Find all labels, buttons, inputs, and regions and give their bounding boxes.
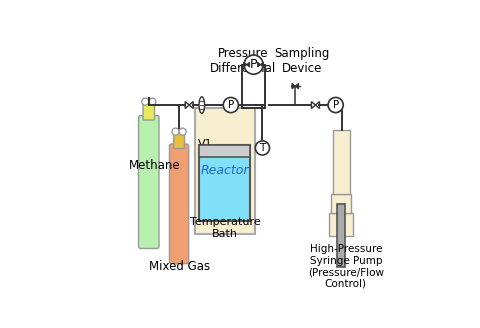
Polygon shape — [247, 62, 250, 67]
Circle shape — [255, 141, 269, 155]
Polygon shape — [292, 83, 295, 89]
Circle shape — [179, 128, 186, 135]
Text: P: P — [250, 58, 257, 71]
Bar — [332, 194, 351, 213]
Text: Temperature
Bath: Temperature Bath — [190, 217, 261, 239]
Bar — [336, 203, 345, 267]
Polygon shape — [258, 62, 260, 67]
Circle shape — [328, 97, 343, 113]
Circle shape — [142, 98, 149, 105]
Text: Methane: Methane — [129, 159, 180, 172]
Text: V1: V1 — [198, 139, 213, 149]
Text: Pressure
Differential: Pressure Differential — [210, 47, 276, 75]
Text: Sampling
Device: Sampling Device — [274, 47, 329, 75]
Text: High-Pressure
Syringe Pump
(Pressure/Flow
Control): High-Pressure Syringe Pump (Pressure/Flo… — [308, 244, 384, 289]
FancyBboxPatch shape — [174, 132, 184, 149]
Circle shape — [223, 97, 239, 113]
Bar — [199, 145, 250, 221]
Ellipse shape — [199, 97, 204, 113]
Circle shape — [149, 98, 156, 105]
Text: Reactor: Reactor — [200, 164, 249, 177]
Bar — [199, 145, 250, 157]
Polygon shape — [295, 83, 299, 89]
Text: P: P — [228, 100, 234, 110]
FancyBboxPatch shape — [139, 115, 159, 249]
Text: Mixed Gas: Mixed Gas — [148, 260, 210, 273]
Polygon shape — [260, 62, 263, 67]
FancyBboxPatch shape — [169, 144, 189, 264]
Circle shape — [244, 55, 263, 74]
Text: P: P — [333, 100, 339, 110]
Polygon shape — [244, 62, 247, 67]
Bar — [333, 130, 349, 194]
Text: T: T — [259, 143, 265, 153]
Circle shape — [172, 128, 179, 135]
Bar — [199, 145, 250, 157]
FancyBboxPatch shape — [143, 102, 155, 120]
Bar — [195, 108, 255, 234]
Bar — [329, 213, 353, 236]
